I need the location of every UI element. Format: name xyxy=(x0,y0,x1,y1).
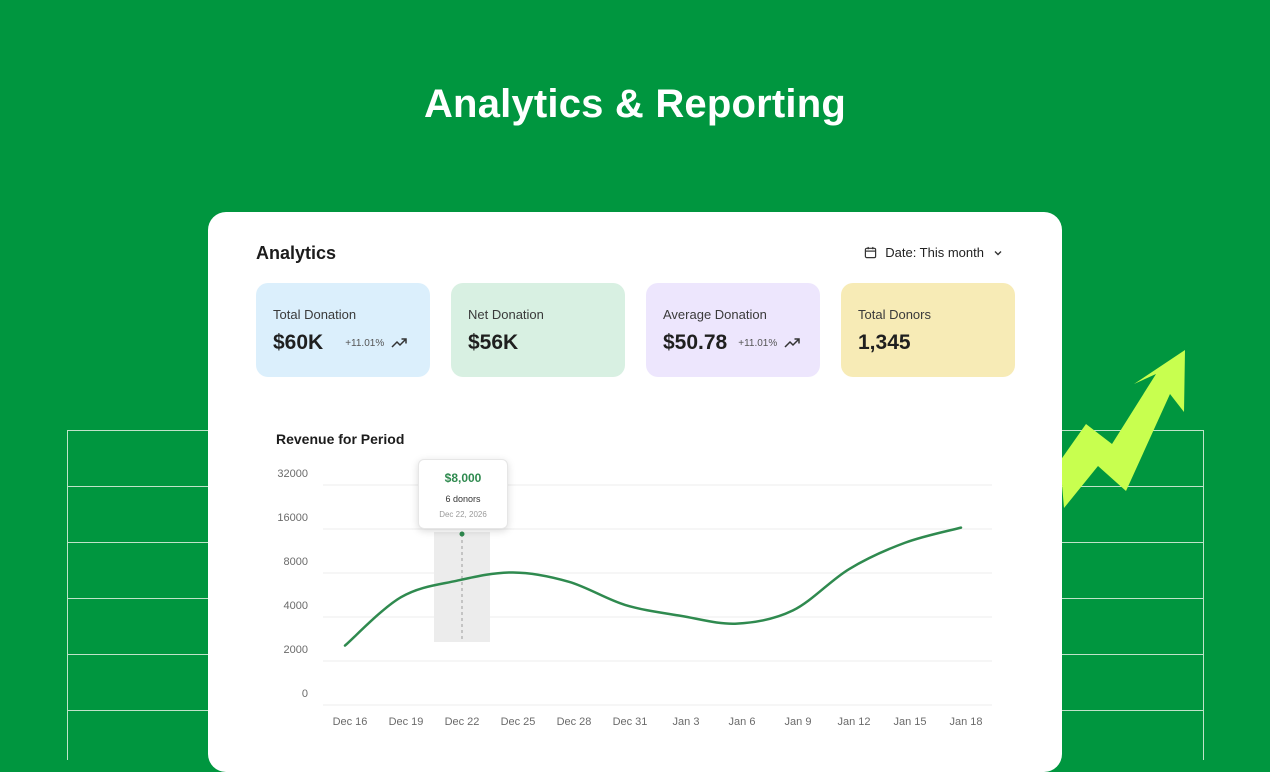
stat-value: 1,345 xyxy=(858,331,911,354)
stat-change: +11.01% xyxy=(738,337,778,349)
x-tick-label: Dec 31 xyxy=(613,716,648,728)
stat-value: $56K xyxy=(468,331,519,354)
x-tick-label: Jan 9 xyxy=(785,716,812,728)
y-tick-label: 16000 xyxy=(277,512,308,524)
hero-title: Analytics & Reporting xyxy=(423,82,847,126)
y-tick-label: 2000 xyxy=(284,644,308,656)
stat-label: Total Donors xyxy=(858,307,931,322)
analytics-card: Analytics Date: This month Total Donatio… xyxy=(208,212,1062,772)
tooltip-donors: 6 donors xyxy=(445,494,481,504)
x-tick-label: Dec 28 xyxy=(557,716,592,728)
x-tick-label: Dec 22 xyxy=(445,716,480,728)
calendar-icon xyxy=(864,246,877,259)
stat-label: Average Donation xyxy=(663,307,767,322)
revenue-chart[interactable]: 0 2000 4000 8000 16000 32000 Dec 16 Dec 19 Dec 2… xyxy=(208,212,1062,760)
growth-arrow-icon xyxy=(1060,346,1190,516)
y-tick-label: 0 xyxy=(302,688,308,700)
chart-title: Revenue for Period xyxy=(276,431,405,447)
stat-card-total-donors[interactable]: Total Donors 1,345 xyxy=(841,283,1015,377)
x-tick-label: Jan 6 xyxy=(729,716,756,728)
stat-card-net-donation[interactable]: Net Donation $56K xyxy=(451,283,625,377)
y-tick-label: 8000 xyxy=(284,556,308,568)
stat-value: $50.78 xyxy=(663,331,728,354)
stat-label: Total Donation xyxy=(273,307,357,322)
revenue-line xyxy=(343,526,963,647)
chevron-down-icon xyxy=(992,247,1004,259)
tooltip-date: Dec 22, 2026 xyxy=(439,510,487,519)
x-tick-label: Jan 3 xyxy=(673,716,700,728)
stat-card-average-donation[interactable]: Average Donation $50.78 +11.01% xyxy=(646,283,820,377)
x-tick-label: Jan 15 xyxy=(893,716,926,728)
trending-up-icon xyxy=(784,337,801,349)
x-tick-label: Dec 19 xyxy=(389,716,424,728)
trending-up-icon xyxy=(391,337,408,349)
highlight-band xyxy=(434,532,490,642)
stat-cards: Total Donation $60K +11.01% Net Donation… xyxy=(256,283,1015,377)
y-tick-label: 32000 xyxy=(277,468,308,480)
x-tick-label: Jan 12 xyxy=(837,716,870,728)
date-filter-label: Date: This month xyxy=(885,245,984,260)
date-filter-dropdown[interactable]: Date: This month xyxy=(864,245,1004,260)
card-title: Analytics xyxy=(256,243,337,263)
stat-value: $60K xyxy=(273,331,324,354)
stat-label: Net Donation xyxy=(468,307,544,322)
x-tick-label: Jan 18 xyxy=(949,716,982,728)
tooltip-value: $8,000 xyxy=(444,471,482,485)
x-tick-label: Dec 25 xyxy=(501,716,536,728)
stat-card-total-donation[interactable]: Total Donation $60K +11.01% xyxy=(256,283,430,377)
chart-tooltip: $8,000 6 donors Dec 22, 2026 xyxy=(418,459,508,529)
x-tick-label: Dec 16 xyxy=(333,716,368,728)
y-tick-label: 4000 xyxy=(284,600,308,612)
highlight-point xyxy=(459,531,465,537)
stat-change: +11.01% xyxy=(345,337,385,349)
